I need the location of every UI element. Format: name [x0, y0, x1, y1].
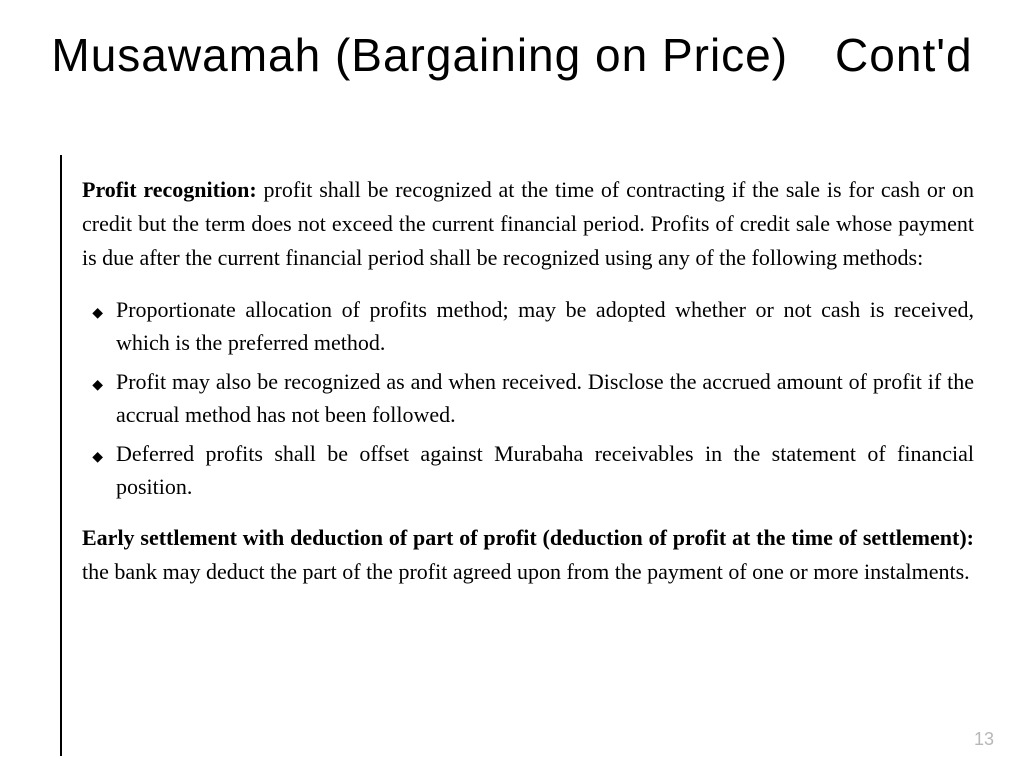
list-item: Deferred profits shall be offset against… — [110, 437, 974, 503]
slide-title: Musawamah (Bargaining on Price) Cont'd — [0, 0, 1024, 92]
profit-recognition-label: Profit recognition: — [82, 177, 257, 202]
list-item: Proportionate allocation of profits meth… — [110, 293, 974, 359]
early-settlement-paragraph: Early settlement with deduction of part … — [82, 521, 974, 589]
early-settlement-text: the bank may deduct the part of the prof… — [82, 559, 970, 584]
profit-recognition-paragraph: Profit recognition: profit shall be reco… — [82, 173, 974, 275]
methods-list: Proportionate allocation of profits meth… — [82, 293, 974, 503]
content-box: Profit recognition: profit shall be reco… — [60, 155, 984, 756]
list-item: Profit may also be recognized as and whe… — [110, 365, 974, 431]
early-settlement-label: Early settlement with deduction of part … — [82, 525, 974, 550]
slide: Musawamah (Bargaining on Price) Cont'd P… — [0, 0, 1024, 768]
page-number: 13 — [974, 729, 994, 750]
